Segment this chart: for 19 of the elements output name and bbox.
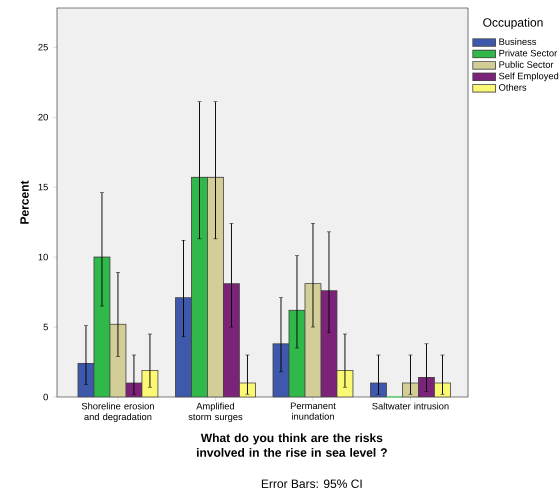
legend-label: Private Sector bbox=[499, 50, 558, 56]
legend-label: Business bbox=[499, 38, 536, 46]
x-axis-title: What do you think are the risks involved in the rise in sea level ? bbox=[196, 433, 387, 457]
legend-title: Occupation bbox=[483, 18, 543, 30]
x-tick-label: Saltwater intrusion bbox=[372, 402, 448, 410]
legend-label: Public Sector bbox=[499, 61, 554, 68]
x-tick-label: Amplified storm surges bbox=[188, 402, 242, 422]
y-tick-label: 10 bbox=[38, 254, 48, 260]
y-tick-label: 25 bbox=[38, 44, 48, 50]
text: Error Bars: 95% CI bbox=[262, 479, 362, 488]
x-tick-label: Shoreline erosion and degradation bbox=[82, 402, 154, 422]
x-tick-label: Permanent inundation bbox=[290, 402, 336, 420]
legend-label: Others bbox=[499, 84, 526, 91]
legend-label: Self Employed bbox=[499, 72, 558, 82]
y-tick-label: 5 bbox=[43, 324, 48, 330]
y-tick-label: 15 bbox=[38, 184, 48, 190]
y-axis-title: Percent bbox=[20, 180, 29, 224]
y-tick-label: 0 bbox=[43, 394, 48, 400]
y-tick-label: 20 bbox=[38, 114, 48, 120]
